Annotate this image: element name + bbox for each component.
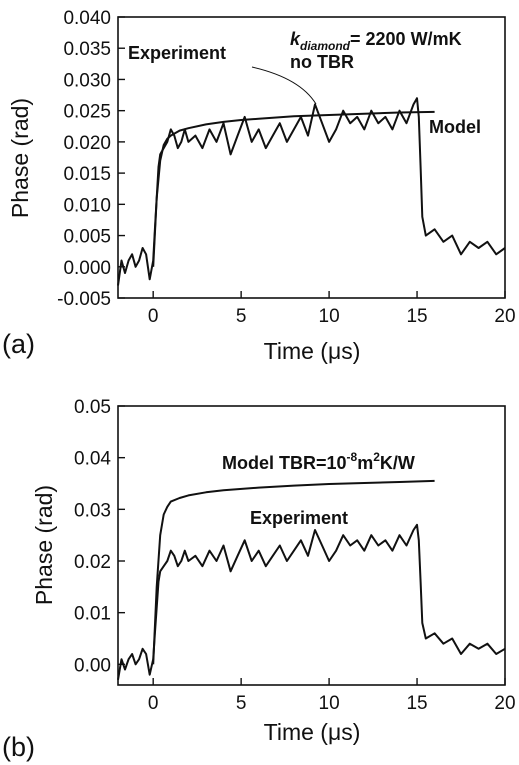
x-tick-label-b-2: 10 xyxy=(319,693,340,714)
panel-a: -0.005 0.000 0.005 0.010 0.015 0.020 0.025 0.03… xyxy=(2,8,516,364)
x-tick-label-a-3: 15 xyxy=(406,306,427,327)
series-b xyxy=(117,479,506,680)
x-tick-label-a-4: 20 xyxy=(494,306,515,327)
annotation-experiment-b: Experiment xyxy=(250,508,348,528)
y-ticks-a: -0.005 0.000 0.005 0.010 0.015 0.020 0.025 0.03… xyxy=(57,8,125,310)
annotation-experiment-a: Experiment xyxy=(128,43,226,63)
panel-b: 0.00 0.01 0.02 0.03 0.04 0.05 0 5 10 15 20 Phase … xyxy=(2,397,516,762)
y-tick-label-b-0: 0.00 xyxy=(74,655,111,676)
x-ticks-b: 0 5 10 15 20 xyxy=(148,678,516,714)
x-tick-label-b-0: 0 xyxy=(148,693,159,714)
y-tick-label-a-3: 0.010 xyxy=(63,195,111,216)
y-ticks-b: 0.00 0.01 0.02 0.03 0.04 0.05 xyxy=(74,397,125,676)
y-tick-label-b-5: 0.05 xyxy=(74,397,111,418)
x-ticks-a: 0 5 10 15 20 xyxy=(148,291,516,327)
y-tick-label-a-1: 0.000 xyxy=(63,258,111,279)
panel-label-a: (a) xyxy=(2,329,35,359)
series-line-b-experiment xyxy=(117,523,506,680)
y-axis-label-a: Phase (rad) xyxy=(7,98,33,218)
y-axis-label-b: Phase (rad) xyxy=(31,485,57,605)
x-tick-label-b-4: 20 xyxy=(494,693,515,714)
y-tick-label-a-8: 0.035 xyxy=(63,39,111,60)
x-tick-label-a-1: 5 xyxy=(236,306,247,327)
x-tick-label-a-2: 10 xyxy=(319,306,340,327)
x-axis-label-b: Time (μs) xyxy=(264,719,361,745)
x-tick-label-a-0: 0 xyxy=(148,306,159,327)
y-tick-label-b-2: 0.02 xyxy=(74,552,111,573)
annotation-model-tbr-b: Model TBR=10-8m2K/W xyxy=(222,450,415,473)
series-line-a-model xyxy=(152,110,435,267)
y-tick-label-b-4: 0.04 xyxy=(74,449,111,470)
x-axis-label-a: Time (μs) xyxy=(264,338,361,364)
annotation-no-tbr-a: no TBR xyxy=(290,52,354,72)
y-tick-label-a-9: 0.040 xyxy=(63,8,111,29)
annotation-leader-a xyxy=(251,66,317,105)
y-tick-label-a-2: 0.005 xyxy=(63,227,111,248)
y-tick-label-a-4: 0.015 xyxy=(63,164,111,185)
y-tick-label-b-3: 0.03 xyxy=(74,500,111,521)
annotation-kdiamond-a: kdiamond= 2200 W/mK xyxy=(290,29,462,53)
series-a xyxy=(117,97,506,286)
y-tick-label-a-7: 0.030 xyxy=(63,70,111,91)
annotation-model-a: Model xyxy=(429,117,481,137)
panel-label-b: (b) xyxy=(2,732,35,762)
series-line-b-model xyxy=(152,479,435,665)
y-tick-label-a-6: 0.025 xyxy=(63,102,111,123)
x-tick-label-b-3: 15 xyxy=(406,693,427,714)
y-tick-label-a-5: 0.020 xyxy=(63,133,111,154)
x-tick-label-b-1: 5 xyxy=(236,693,247,714)
y-tick-label-a-0: -0.005 xyxy=(57,289,111,310)
plot-frame-b xyxy=(117,405,506,686)
plot-frame-a xyxy=(117,16,506,299)
y-tick-label-b-1: 0.01 xyxy=(74,604,111,625)
